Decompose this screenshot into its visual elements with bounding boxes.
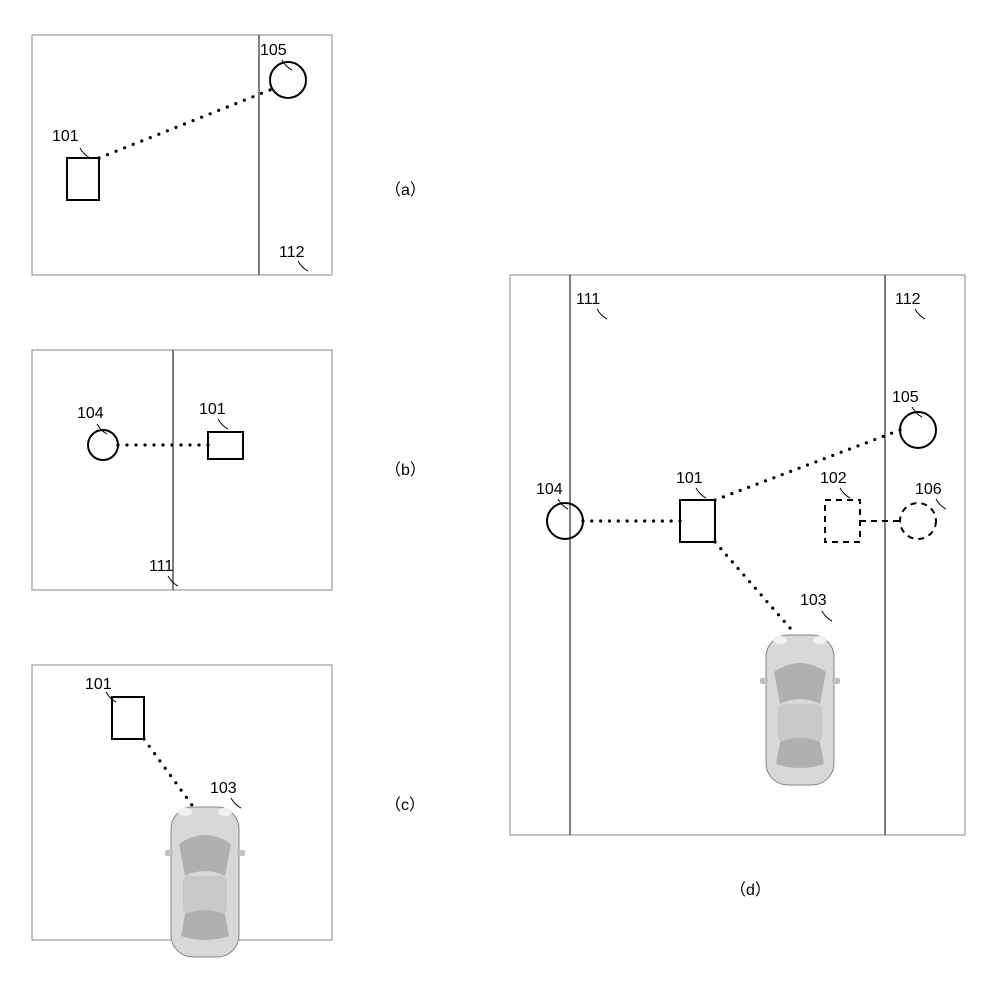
ref-label: 112 bbox=[279, 244, 308, 271]
ref-label-text: 101 bbox=[52, 128, 79, 145]
node-circle-105d bbox=[900, 412, 936, 448]
ref-label-text: 101 bbox=[199, 401, 226, 418]
ref-label: 101 bbox=[199, 401, 228, 429]
node-rect-101d bbox=[680, 500, 715, 542]
node-rect-101c bbox=[112, 697, 144, 739]
ref-label-text: 112 bbox=[279, 244, 305, 261]
ref-label-text: 103 bbox=[800, 592, 827, 609]
panel-b bbox=[32, 350, 332, 590]
panel-caption-b: （b） bbox=[385, 461, 426, 479]
ref-label-text: 112 bbox=[895, 291, 921, 308]
panel-caption-c: （c） bbox=[385, 796, 425, 814]
dotted-connection bbox=[142, 737, 198, 813]
ref-label-text: 111 bbox=[149, 558, 173, 575]
dotted-connection bbox=[581, 519, 681, 522]
panel-a bbox=[32, 35, 332, 275]
ref-label: 104 bbox=[536, 481, 568, 509]
node-rect-101b bbox=[208, 432, 243, 459]
ref-label-text: 106 bbox=[915, 481, 942, 498]
ref-label: 101 bbox=[52, 128, 90, 158]
ref-label: 103 bbox=[210, 780, 241, 808]
node-circle-106d bbox=[900, 503, 936, 539]
ref-label: 112 bbox=[895, 291, 925, 319]
ref-label-text: 102 bbox=[820, 470, 847, 487]
ref-label: 106 bbox=[915, 481, 946, 509]
ref-label-text: 104 bbox=[536, 481, 563, 498]
node-rect-101a bbox=[67, 158, 99, 200]
node-circle-104d bbox=[547, 503, 583, 539]
ref-label-text: 103 bbox=[210, 780, 237, 797]
ref-label-text: 111 bbox=[576, 291, 600, 308]
ref-label-text: 101 bbox=[85, 676, 112, 693]
ref-label-text: 104 bbox=[77, 405, 104, 422]
panel-d bbox=[510, 275, 965, 835]
panel-caption-d: （d） bbox=[730, 881, 771, 899]
ref-label: 111 bbox=[149, 558, 178, 586]
car-icon bbox=[760, 635, 840, 785]
car-icon bbox=[165, 807, 245, 957]
dotted-connection bbox=[713, 540, 791, 629]
ref-label: 111 bbox=[576, 291, 607, 319]
panel-caption-a: （a） bbox=[385, 181, 426, 199]
ref-label-text: 105 bbox=[260, 42, 287, 59]
node-rect-102d bbox=[825, 500, 860, 542]
node-circle-104b bbox=[88, 430, 118, 460]
ref-label: 102 bbox=[820, 470, 850, 498]
ref-label-text: 105 bbox=[892, 389, 919, 406]
dotted-connection bbox=[97, 88, 271, 159]
ref-label: 103 bbox=[800, 592, 832, 621]
ref-label: 101 bbox=[676, 470, 706, 498]
dotted-connection bbox=[713, 428, 901, 501]
dotted-connection bbox=[116, 443, 209, 446]
ref-label-text: 101 bbox=[676, 470, 703, 487]
